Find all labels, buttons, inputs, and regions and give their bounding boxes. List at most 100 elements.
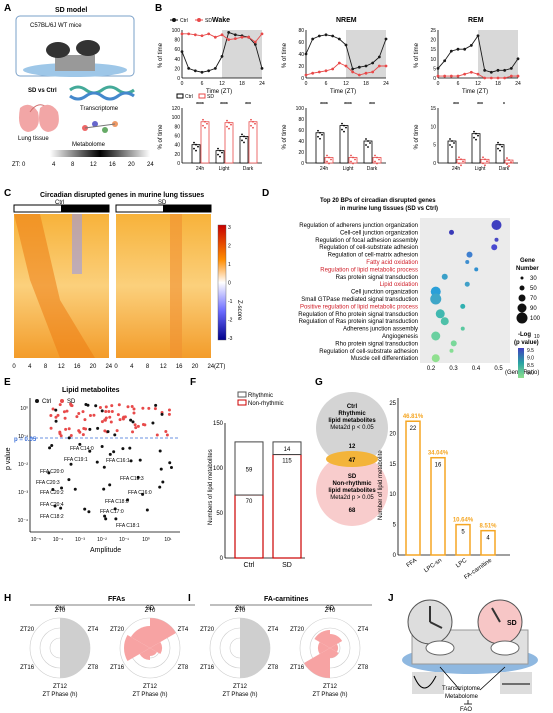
legend-non-swatch xyxy=(237,399,247,406)
data-point xyxy=(226,119,228,122)
sd-point xyxy=(155,433,159,437)
series-point xyxy=(509,67,513,70)
data-point xyxy=(499,143,501,146)
ctrl-point xyxy=(48,446,52,450)
ctrl-point xyxy=(131,420,135,424)
sd-point xyxy=(147,406,151,410)
rose-xlabel: ZT Phase (h) xyxy=(133,692,168,698)
series-point xyxy=(449,49,453,53)
mouse-icon xyxy=(490,640,520,656)
zt-phase-label: ZT8 xyxy=(268,665,279,671)
data-point xyxy=(475,138,477,141)
rose-condition: Ctrl xyxy=(235,606,244,612)
lung-icon xyxy=(39,104,59,132)
go-term: Cell junction organization xyxy=(351,290,418,296)
sd-point xyxy=(104,405,108,409)
go-dot xyxy=(430,293,442,305)
ctrl-point xyxy=(103,514,107,518)
data-point xyxy=(317,135,319,138)
lipid-label: FFA C16:0 xyxy=(128,490,152,496)
y-tick-label: 15 xyxy=(430,47,436,53)
y-tick-label: 20 xyxy=(298,150,304,156)
data-point xyxy=(243,141,245,144)
g-bar xyxy=(405,420,421,556)
series-point xyxy=(220,55,224,58)
rose-condition: SD xyxy=(146,606,155,612)
series-point xyxy=(509,74,513,78)
go-term: Regulation of Ras protein signal transdu… xyxy=(299,319,418,325)
y-tick-label: 5 xyxy=(433,66,436,72)
series-point xyxy=(227,38,231,41)
data-point xyxy=(206,122,208,125)
arrow xyxy=(479,666,506,691)
series-point xyxy=(384,64,388,68)
data-point xyxy=(343,124,345,127)
color-legend-label: 8.0 xyxy=(527,371,534,377)
data-point xyxy=(328,162,330,165)
clock-hand xyxy=(429,621,443,629)
sd-point xyxy=(83,418,87,422)
series-point xyxy=(260,67,264,70)
go-dot xyxy=(441,273,448,280)
ctrl-point xyxy=(96,426,100,430)
heatmap-x-tick: 0 xyxy=(12,364,16,370)
ctrl-point xyxy=(86,403,90,407)
panel-d: D Top 20 BPs of circadian disrupted gene… xyxy=(262,188,541,378)
ctrl-point xyxy=(158,485,162,489)
go-dot xyxy=(466,251,473,258)
ctrl-point xyxy=(59,506,63,510)
series-point xyxy=(371,61,375,65)
bar-ctrl xyxy=(495,144,505,164)
zt-phase-label: ZT16 xyxy=(110,665,125,671)
transcriptome-label: Transcriptome xyxy=(80,106,119,112)
series-point xyxy=(364,71,368,75)
zt-tick: 24 xyxy=(147,162,154,168)
go-term: Ras protein signal transduction xyxy=(336,275,418,281)
fac-title: FA-carnitines xyxy=(264,596,308,603)
series-point xyxy=(384,37,388,41)
data-point xyxy=(230,123,232,126)
sd-point xyxy=(92,413,96,417)
legend-ctrl-swatch xyxy=(176,93,184,99)
j-metabolome: Metabolome xyxy=(445,694,479,700)
e-y-tick: 10⁰ xyxy=(20,406,28,412)
data-point xyxy=(508,159,510,161)
data-point xyxy=(451,140,453,142)
line-plot-title: REM xyxy=(468,17,484,24)
go-term: Lipid oxidation xyxy=(380,282,418,288)
series-point xyxy=(449,74,453,78)
ctrl-heatmap-band xyxy=(14,214,95,358)
y-tick-label: 80 xyxy=(298,117,304,123)
go-term: Small GTPase mediated signal transductio… xyxy=(301,297,418,303)
heatmap-x-tick: 8 xyxy=(44,364,48,370)
data-point xyxy=(252,120,254,123)
sd-point xyxy=(88,413,92,417)
go-title-line2: in murine lung tissues (SD vs Ctrl) xyxy=(340,206,438,212)
significance-label: *** xyxy=(245,102,251,108)
series-point xyxy=(463,72,467,76)
y-tick-label: 25 xyxy=(430,28,436,34)
data-point xyxy=(217,153,219,156)
g-bar xyxy=(430,456,446,556)
heatmap-x-tick: 24 xyxy=(207,364,214,370)
sd-point xyxy=(65,409,69,413)
y-axis-label: % of time xyxy=(282,124,288,150)
series-point xyxy=(377,64,381,68)
data-point xyxy=(473,136,475,139)
ctrl-point xyxy=(113,433,117,437)
go-dot xyxy=(491,244,498,251)
legend-rhythmic: Rhythmic xyxy=(248,393,273,399)
mouse-icon xyxy=(76,40,100,56)
legend-ctrl: Ctrl xyxy=(185,94,193,100)
category-label: Light xyxy=(475,166,486,172)
sd-model-title: SD model xyxy=(55,7,87,14)
zt-phase-label: ZT4 xyxy=(88,627,99,633)
series-point xyxy=(213,35,217,39)
sd-point xyxy=(132,411,136,415)
sd-point xyxy=(165,433,169,437)
sd-point xyxy=(58,403,62,407)
x-tick-label: 24 xyxy=(515,81,521,87)
series-point xyxy=(503,68,507,72)
data-point xyxy=(202,124,204,127)
data-point xyxy=(193,141,195,144)
